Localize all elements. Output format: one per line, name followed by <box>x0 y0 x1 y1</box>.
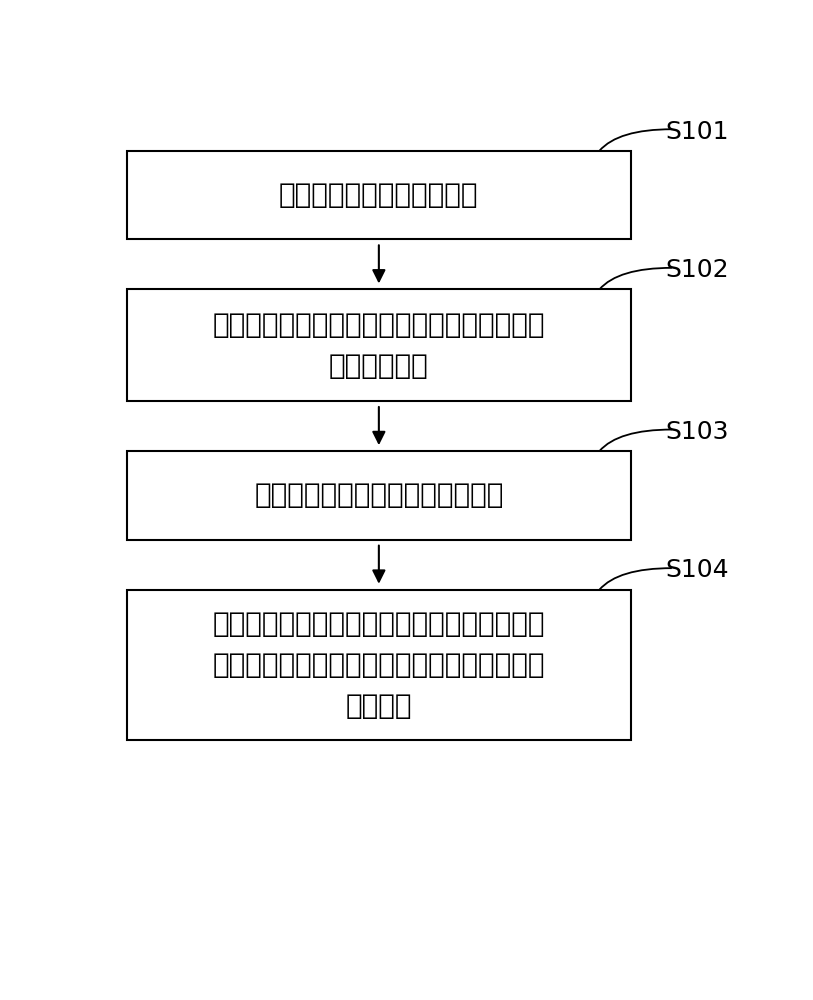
Bar <box>127 590 631 740</box>
Text: 对所述待测图像进行图像形状变换: 对所述待测图像进行图像形状变换 <box>254 481 503 509</box>
Text: 从所述初始图像中提取热缩膜对应区域的图像
作为待测图像: 从所述初始图像中提取热缩膜对应区域的图像 作为待测图像 <box>213 311 545 380</box>
Bar <box>127 289 631 401</box>
Text: 获取包含热缩膜的初始图像: 获取包含热缩膜的初始图像 <box>279 181 479 209</box>
Bar <box>127 451 631 540</box>
Bar <box>127 151 631 239</box>
Text: S102: S102 <box>665 258 728 282</box>
Text: S104: S104 <box>665 558 728 582</box>
Text: 提取经过所述图像形状变换后的待测图像的特
征信息，并根据提取到的特征信息进行热缩膜
缺陷检测: 提取经过所述图像形状变换后的待测图像的特 征信息，并根据提取到的特征信息进行热缩… <box>213 610 545 720</box>
Text: S101: S101 <box>665 120 728 144</box>
Text: S103: S103 <box>665 420 728 444</box>
